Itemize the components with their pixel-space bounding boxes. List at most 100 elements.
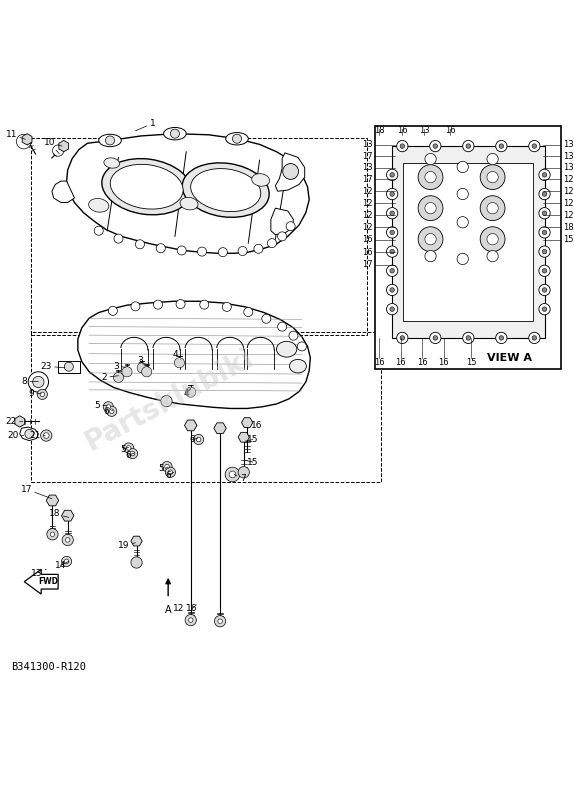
Circle shape: [122, 366, 132, 377]
Circle shape: [430, 141, 441, 152]
Circle shape: [542, 269, 547, 273]
Text: 20: 20: [7, 431, 24, 440]
Text: 16: 16: [247, 421, 262, 430]
Circle shape: [425, 202, 436, 214]
Circle shape: [131, 302, 140, 311]
Circle shape: [463, 141, 474, 152]
Circle shape: [278, 322, 286, 331]
Circle shape: [156, 244, 165, 253]
Circle shape: [457, 217, 468, 228]
Polygon shape: [20, 427, 38, 441]
Circle shape: [238, 246, 247, 255]
Text: 6: 6: [103, 406, 113, 416]
Circle shape: [28, 372, 49, 392]
Circle shape: [400, 336, 405, 340]
Circle shape: [170, 129, 180, 138]
Text: 23: 23: [41, 362, 65, 370]
Circle shape: [62, 534, 73, 546]
Circle shape: [176, 299, 185, 309]
Circle shape: [457, 254, 468, 265]
Circle shape: [103, 402, 114, 412]
Ellipse shape: [252, 174, 270, 186]
Text: 12: 12: [362, 223, 373, 232]
Circle shape: [244, 307, 253, 317]
Circle shape: [126, 446, 131, 450]
Circle shape: [37, 390, 48, 399]
Circle shape: [390, 288, 394, 292]
Bar: [57, 361, 80, 373]
Text: 10: 10: [44, 138, 62, 146]
Circle shape: [542, 192, 547, 196]
Circle shape: [218, 619, 222, 623]
Circle shape: [137, 362, 148, 373]
Text: 13: 13: [31, 569, 46, 578]
Text: 15: 15: [246, 435, 258, 444]
Text: 5: 5: [94, 401, 107, 410]
Circle shape: [289, 331, 298, 340]
Circle shape: [539, 170, 550, 181]
Circle shape: [262, 314, 271, 323]
Text: 18: 18: [49, 510, 69, 518]
Circle shape: [52, 145, 64, 156]
Circle shape: [283, 163, 298, 179]
Text: A: A: [165, 606, 172, 615]
Text: 16: 16: [397, 126, 408, 135]
Circle shape: [47, 529, 58, 540]
Text: 18: 18: [563, 223, 574, 232]
Circle shape: [386, 226, 398, 238]
Ellipse shape: [191, 169, 261, 212]
Circle shape: [50, 532, 55, 537]
Circle shape: [463, 332, 474, 343]
Circle shape: [108, 306, 117, 315]
Circle shape: [397, 141, 408, 152]
Text: VIEW A: VIEW A: [487, 353, 532, 362]
Text: 7: 7: [234, 474, 246, 483]
Circle shape: [229, 471, 236, 478]
Text: 12: 12: [563, 175, 573, 184]
Circle shape: [130, 451, 135, 456]
Polygon shape: [67, 134, 309, 254]
Text: 3: 3: [137, 356, 144, 365]
Text: 16: 16: [438, 358, 449, 366]
Circle shape: [425, 154, 436, 165]
Circle shape: [17, 134, 31, 149]
Polygon shape: [52, 181, 75, 202]
Circle shape: [425, 171, 436, 182]
Polygon shape: [276, 153, 305, 191]
Text: Partsklubiki: Partsklubiki: [80, 344, 258, 456]
Circle shape: [65, 538, 70, 542]
Circle shape: [232, 134, 242, 143]
Circle shape: [177, 246, 186, 255]
Circle shape: [297, 342, 307, 351]
Circle shape: [542, 230, 547, 234]
Circle shape: [33, 376, 44, 387]
Circle shape: [397, 332, 408, 343]
Text: 21: 21: [29, 431, 45, 440]
Polygon shape: [78, 302, 311, 409]
Circle shape: [386, 265, 398, 277]
Circle shape: [529, 141, 540, 152]
Circle shape: [123, 443, 134, 453]
Circle shape: [185, 387, 196, 397]
Circle shape: [188, 618, 193, 622]
Circle shape: [196, 438, 201, 442]
Bar: [375, 126, 561, 369]
Circle shape: [200, 300, 209, 309]
Circle shape: [386, 303, 398, 314]
Text: 13: 13: [419, 126, 430, 135]
Circle shape: [127, 449, 138, 458]
Circle shape: [94, 226, 103, 235]
Circle shape: [222, 302, 231, 311]
Ellipse shape: [180, 198, 198, 210]
Circle shape: [267, 238, 277, 248]
Circle shape: [425, 250, 436, 262]
Circle shape: [185, 614, 196, 626]
Circle shape: [539, 303, 550, 314]
Circle shape: [542, 307, 547, 311]
Circle shape: [218, 248, 227, 257]
Circle shape: [539, 265, 550, 277]
Text: 6: 6: [126, 450, 134, 460]
Circle shape: [386, 246, 398, 258]
Circle shape: [457, 189, 468, 200]
Text: 17: 17: [362, 175, 373, 184]
